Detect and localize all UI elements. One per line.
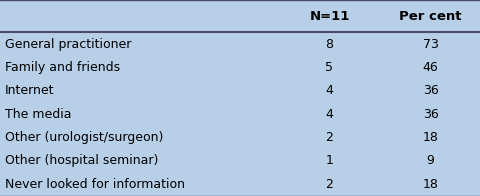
- Text: 36: 36: [422, 84, 437, 97]
- Text: 1: 1: [325, 154, 333, 167]
- Text: Per cent: Per cent: [398, 10, 461, 23]
- Text: 73: 73: [421, 37, 438, 51]
- Text: General practitioner: General practitioner: [5, 37, 131, 51]
- Text: 46: 46: [422, 61, 437, 74]
- Text: 9: 9: [426, 154, 433, 167]
- Text: 5: 5: [325, 61, 333, 74]
- Text: 8: 8: [325, 37, 333, 51]
- Text: 4: 4: [325, 84, 333, 97]
- Text: 2: 2: [325, 178, 333, 191]
- Text: 18: 18: [421, 178, 438, 191]
- Text: N=11: N=11: [309, 10, 349, 23]
- Text: Other (hospital seminar): Other (hospital seminar): [5, 154, 158, 167]
- Text: 36: 36: [422, 108, 437, 121]
- Text: 4: 4: [325, 108, 333, 121]
- Text: 18: 18: [421, 131, 438, 144]
- Text: The media: The media: [5, 108, 71, 121]
- Text: Other (urologist/surgeon): Other (urologist/surgeon): [5, 131, 163, 144]
- Text: 2: 2: [325, 131, 333, 144]
- Text: Internet: Internet: [5, 84, 54, 97]
- Text: Family and friends: Family and friends: [5, 61, 120, 74]
- Text: Never looked for information: Never looked for information: [5, 178, 184, 191]
